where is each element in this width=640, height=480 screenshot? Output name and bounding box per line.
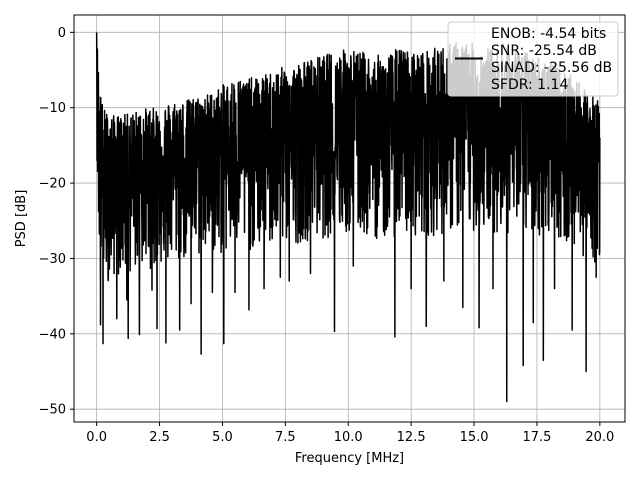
y-tick-label: 0 [58,26,66,41]
y-tick-label: −30 [39,252,66,267]
x-tick-label: 20.0 [585,430,614,445]
x-tick-label: 5.0 [212,430,233,445]
y-tick-label: −50 [39,403,66,418]
legend-entry-enob: ENOB: -4.54 bits [491,26,606,42]
legend-entry-sfdr: SFDR: 1.14 [491,77,568,93]
x-tick-label: 7.5 [275,430,296,445]
x-tick-label: 15.0 [460,430,489,445]
y-axis-label: PSD [dB] [14,190,29,248]
y-axis-ticks: 0 −10 −20 −30 −40 −50 [39,26,74,418]
x-axis-label: Frequency [MHz] [295,451,404,466]
x-tick-label: 0.0 [86,430,107,445]
legend: ENOB: -4.54 bits SNR: -25.54 dB SINAD: -… [447,21,619,97]
psd-series-line [95,32,601,403]
y-tick-label: −20 [39,177,66,192]
x-tick-label: 17.5 [522,430,551,445]
x-tick-label: 2.5 [149,430,170,445]
plot-frame [73,14,626,423]
x-axis-ticks: 0.0 2.5 5.0 7.5 10.0 12.5 15.0 17.5 20.0 [86,422,614,445]
y-tick-label: −10 [39,101,66,116]
legend-box [447,21,619,97]
x-tick-label: 10.0 [334,430,363,445]
y-tick-label: −40 [39,327,66,342]
x-tick-label: 12.5 [397,430,426,445]
legend-entry-sinad: SINAD: -25.56 dB [491,60,612,76]
legend-entry-snr: SNR: -25.54 dB [491,43,597,59]
series-group [95,32,601,403]
